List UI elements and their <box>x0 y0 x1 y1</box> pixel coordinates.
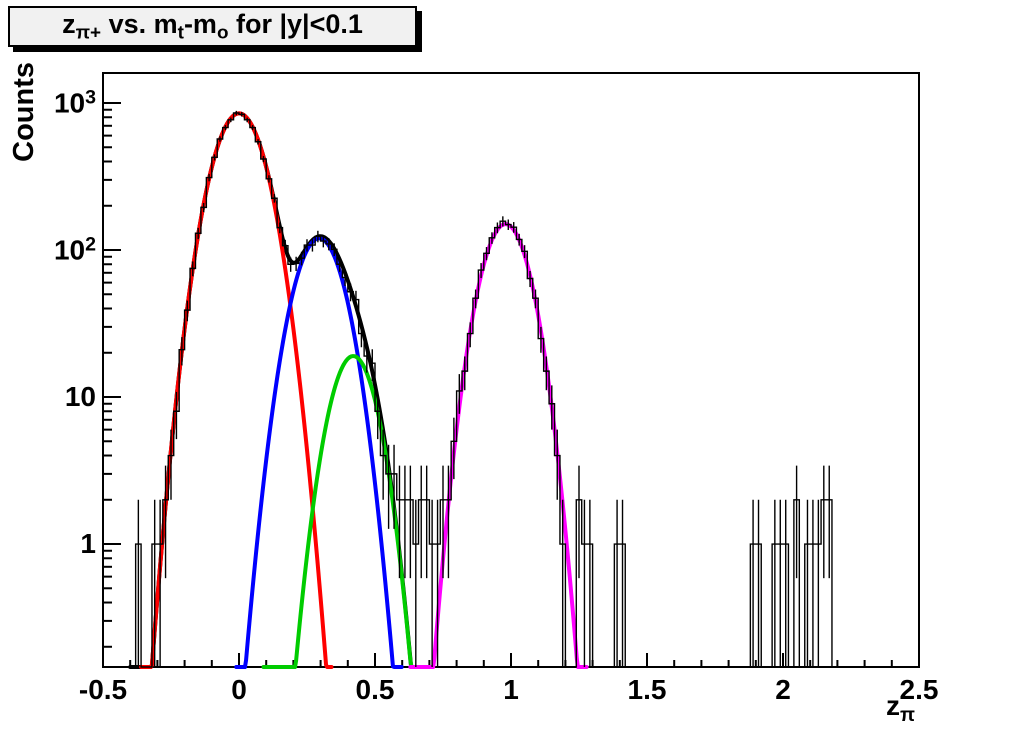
x-tick-label: 0.5 <box>355 674 395 705</box>
y-tick-label: 10 <box>53 87 86 119</box>
y-tick-label: 10 <box>64 381 96 413</box>
subscript-text: π+ <box>75 22 102 44</box>
subscript-text: o <box>216 22 229 44</box>
y-tick-exponent: 3 <box>85 86 96 109</box>
histogram-error-bars <box>137 110 830 667</box>
plot-title-box: zπ+ vs. mt-mo for |y|<0.1 <box>8 6 417 47</box>
y-tick: 103 <box>24 86 96 119</box>
x-tick-label: 0 <box>231 674 247 705</box>
text-segment: -m <box>183 8 217 39</box>
y-tick: 102 <box>24 233 96 266</box>
y-tick: 1 <box>24 530 96 558</box>
fit-curve-gauss-green <box>261 354 420 669</box>
x-tick-label: -0.5 <box>78 674 128 705</box>
x-tick-label: 1 <box>503 674 519 705</box>
text-segment: z <box>62 8 76 39</box>
fit-curve-gauss-blue <box>234 236 404 669</box>
subscript-text: t <box>177 22 184 44</box>
x-tick-label: 2.5 <box>899 674 939 705</box>
text-segment: for |y|<0.1 <box>228 8 363 39</box>
histogram-outline <box>103 112 919 668</box>
x-tick-label: 1.5 <box>627 674 667 705</box>
x-axis-title: zπ <box>886 692 915 725</box>
plot-frame <box>102 72 920 668</box>
text-segment: z <box>886 690 900 721</box>
x-tick-label: 2 <box>775 674 791 705</box>
y-axis-ticks <box>103 102 121 648</box>
y-tick-label: 10 <box>53 234 86 266</box>
y-tick-exponent: 2 <box>85 233 96 256</box>
plot-title: zπ+ vs. mt-mo for |y|<0.1 <box>62 9 363 45</box>
text-segment: vs. m <box>101 8 178 39</box>
y-tick-label: 1 <box>80 528 96 560</box>
subscript-text: π <box>900 703 916 726</box>
y-tick: 10 <box>24 383 96 411</box>
